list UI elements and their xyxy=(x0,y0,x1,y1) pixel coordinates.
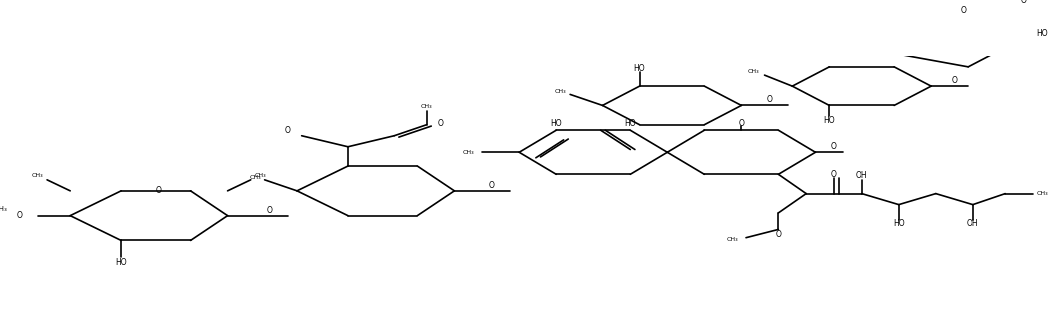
Text: CH₃: CH₃ xyxy=(463,150,474,155)
Text: O: O xyxy=(961,6,966,15)
Text: CH₃: CH₃ xyxy=(421,104,432,109)
Text: O: O xyxy=(285,126,291,135)
Text: HO: HO xyxy=(551,119,562,128)
Text: O: O xyxy=(437,119,444,128)
Text: O: O xyxy=(951,76,958,85)
Text: OH: OH xyxy=(856,171,868,180)
Text: O: O xyxy=(489,181,494,190)
Text: HO: HO xyxy=(115,258,127,267)
Text: O: O xyxy=(1021,0,1027,5)
Text: OH: OH xyxy=(967,219,979,228)
Text: CH₃: CH₃ xyxy=(31,173,44,178)
Text: O: O xyxy=(738,119,745,128)
Text: CH₃: CH₃ xyxy=(0,206,7,212)
Text: HO: HO xyxy=(1036,29,1048,38)
Text: HO: HO xyxy=(624,119,636,128)
Text: CH₃: CH₃ xyxy=(748,69,759,74)
Text: CH₃: CH₃ xyxy=(254,173,265,178)
Text: O: O xyxy=(766,95,772,104)
Text: CH₃: CH₃ xyxy=(250,175,261,180)
Text: O: O xyxy=(155,186,162,195)
Text: HO: HO xyxy=(634,64,645,73)
Text: O: O xyxy=(266,206,272,215)
Text: O: O xyxy=(831,142,837,151)
Text: O: O xyxy=(775,231,782,240)
Text: HO: HO xyxy=(823,116,835,125)
Text: HO: HO xyxy=(893,219,904,228)
Text: O: O xyxy=(831,170,837,179)
Text: CH₃: CH₃ xyxy=(1036,191,1048,196)
Text: CH₃: CH₃ xyxy=(726,237,737,242)
Text: O: O xyxy=(17,211,22,220)
Text: CH₃: CH₃ xyxy=(555,89,566,94)
